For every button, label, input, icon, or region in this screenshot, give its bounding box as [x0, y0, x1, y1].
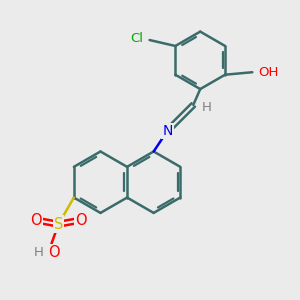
Text: Cl: Cl [130, 32, 144, 44]
Text: OH: OH [258, 66, 279, 79]
Text: O: O [30, 213, 42, 228]
Text: H: H [202, 101, 212, 114]
Text: O: O [75, 213, 87, 228]
Text: S: S [54, 217, 63, 232]
Text: N: N [162, 124, 173, 138]
Text: O: O [48, 245, 59, 260]
Text: H: H [34, 246, 43, 260]
